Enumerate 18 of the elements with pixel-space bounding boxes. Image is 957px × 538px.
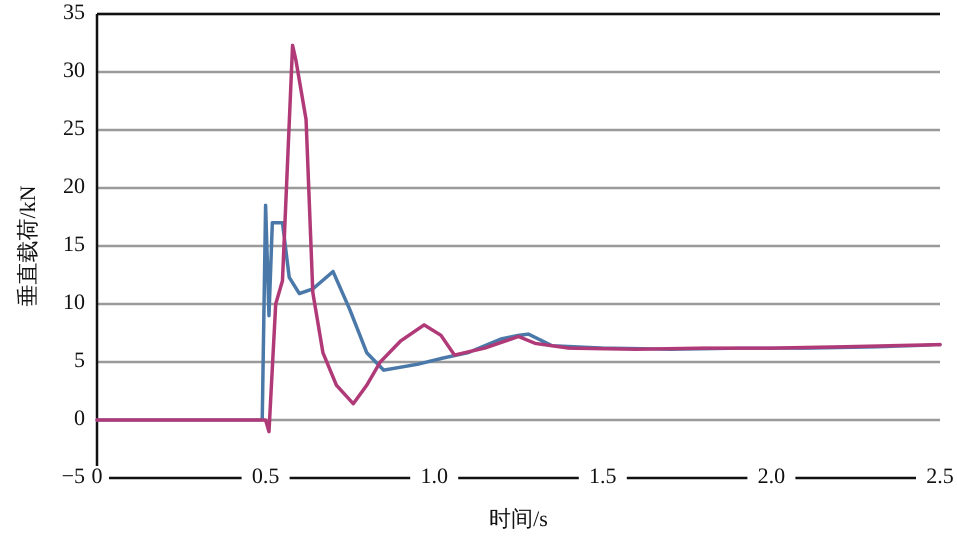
y-tick-label: 0 xyxy=(74,405,85,430)
y-tick-label: 10 xyxy=(63,289,85,314)
x-tick-label: 2.0 xyxy=(758,463,786,488)
line-series xyxy=(95,44,942,434)
y-tick-label: 30 xyxy=(63,57,85,82)
x-tick-label: 1.0 xyxy=(420,463,448,488)
y-axis-title: 垂直载荷/kN xyxy=(15,185,40,306)
y-tick-label: 5 xyxy=(74,347,85,372)
y-tick-label: −5 xyxy=(62,463,85,488)
x-tick-label: 1.5 xyxy=(589,463,617,488)
y-tick-label: 20 xyxy=(63,173,85,198)
x-axis-title: 时间/s xyxy=(489,506,548,531)
y-tick-label: 35 xyxy=(63,0,85,24)
x-tick-label: 0 xyxy=(92,463,102,488)
y-tick-label: 15 xyxy=(63,231,85,256)
x-tick-label: 2.5 xyxy=(926,463,954,488)
x-tick-label: 0.5 xyxy=(252,463,280,488)
y-tick-label: 25 xyxy=(63,115,85,140)
